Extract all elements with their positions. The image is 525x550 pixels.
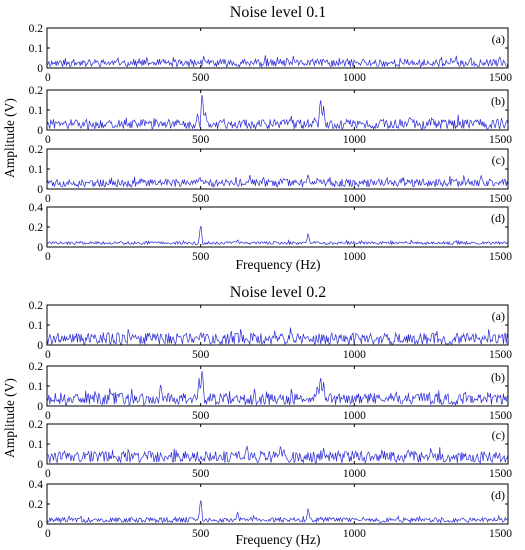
- panel-d: 0 0.2 0.4 0 500 1000 1500 (d): [29, 479, 513, 540]
- panel-a: 0 0.1 0.2 0 500 1000 1500 (a): [29, 300, 513, 361]
- y-tick-label: 0.4: [29, 202, 44, 214]
- y-tick-label: 0: [37, 401, 43, 413]
- y-tick-label: 0: [37, 125, 43, 137]
- x-tick-label: 500: [192, 72, 210, 84]
- y-tick-label: 0.1: [29, 105, 44, 117]
- x-axis-label: Frequency (Hz): [235, 532, 320, 547]
- y-tick-label: 0: [37, 459, 43, 471]
- x-tick-label: 1000: [343, 251, 366, 263]
- spectrum-line: [46, 370, 509, 407]
- x-tick-label: 1000: [343, 349, 366, 361]
- spectrum-line: [46, 327, 509, 346]
- spectrum-line: [46, 500, 509, 524]
- axes-box: [46, 27, 509, 69]
- y-tick-label: 0.2: [29, 85, 44, 97]
- panel-c: 0 0.1 0.2 0 500 1000 1500 (c): [29, 144, 513, 205]
- y-tick-label: 0.2: [29, 499, 44, 511]
- panel-label: (c): [492, 153, 505, 167]
- x-tick-label: 0: [45, 410, 51, 422]
- y-tick-label: 0.2: [29, 300, 44, 312]
- x-tick-label: 0: [45, 134, 51, 146]
- panel-label: (d): [491, 211, 505, 225]
- x-tick-label: 1000: [343, 410, 366, 422]
- x-tick-label: 0: [45, 72, 51, 84]
- chart-noise-level-0-2: Noise level 0.2 Amplitude (V) Frequency …: [2, 284, 512, 547]
- y-tick-label: 0.2: [29, 361, 44, 373]
- x-tick-label: 500: [192, 410, 210, 422]
- chart-title: Noise level 0.1: [230, 4, 326, 21]
- axes-box: [46, 89, 509, 131]
- y-tick-label: 0.1: [29, 320, 44, 332]
- x-tick-label: 0: [45, 251, 51, 263]
- x-tick-label: 500: [192, 251, 210, 263]
- x-tick-label: 0: [45, 528, 51, 540]
- x-tick-label: 1000: [343, 72, 366, 84]
- panel-label: (b): [491, 370, 505, 384]
- x-tick-label: 500: [192, 349, 210, 361]
- x-tick-label: 500: [192, 528, 210, 540]
- y-tick-label: 0.2: [29, 144, 44, 156]
- x-tick-label: 1500: [489, 528, 512, 540]
- y-tick-label: 0.2: [29, 419, 44, 431]
- y-tick-label: 0.1: [29, 381, 44, 393]
- x-tick-label: 0: [45, 193, 51, 205]
- x-tick-label: 1500: [489, 193, 512, 205]
- x-tick-label: 1500: [489, 134, 512, 146]
- panel-label: (a): [492, 32, 505, 46]
- x-tick-label: 0: [45, 349, 51, 361]
- panel-label: (a): [492, 309, 505, 323]
- x-tick-label: 1000: [343, 468, 366, 480]
- panel-d: 0 0.2 0.4 0 500 1000 1500 (d): [29, 202, 513, 263]
- panel-a: 0 0.1 0.2 0 500 1000 1500 (a): [29, 23, 513, 84]
- spectrum-line: [46, 445, 509, 465]
- y-tick-label: 0.1: [29, 43, 44, 55]
- y-axis-label: Amplitude (V): [2, 378, 17, 458]
- panel-c: 0 0.1 0.2 0 500 1000 1500 (c): [29, 419, 513, 480]
- y-tick-label: 0.1: [29, 439, 44, 451]
- x-tick-label: 1500: [489, 410, 512, 422]
- x-tick-label: 1000: [343, 193, 366, 205]
- x-tick-label: 500: [192, 468, 210, 480]
- y-axis-label: Amplitude (V): [2, 98, 17, 178]
- axes-box: [46, 206, 509, 248]
- y-tick-label: 0.2: [29, 222, 44, 234]
- panel-label: (d): [491, 488, 505, 502]
- x-tick-label: 500: [192, 134, 210, 146]
- x-tick-label: 500: [192, 193, 210, 205]
- panel-b: 0 0.1 0.2 0 500 1000 1500 (b): [29, 85, 513, 146]
- y-tick-label: 0: [37, 184, 43, 196]
- panel-b: 0 0.1 0.2 0 500 1000 1500 (b): [29, 361, 513, 422]
- x-tick-label: 1500: [489, 251, 512, 263]
- x-tick-label: 1500: [489, 468, 512, 480]
- panel-label: (c): [492, 428, 505, 442]
- x-tick-label: 1000: [343, 528, 366, 540]
- x-tick-label: 1500: [489, 349, 512, 361]
- spectrum-line: [46, 225, 509, 246]
- y-tick-label: 0: [37, 340, 43, 352]
- axes-box: [46, 483, 509, 525]
- axes-box: [46, 148, 509, 190]
- y-tick-label: 0: [37, 63, 43, 75]
- spectrum-line: [46, 94, 509, 131]
- chart-noise-level-0-1: Noise level 0.1 Amplitude (V) Frequency …: [2, 4, 512, 272]
- panels: 00.10.20 500 1000 1500(a)00.10.20 500 1000 150…: [29, 23, 513, 263]
- spectrum-line: [46, 55, 509, 69]
- y-tick-label: 0.4: [29, 479, 44, 491]
- spectrum-line: [46, 173, 509, 189]
- panels: 00.10.20 500 1000 1500(a)00.10.20 500 1000 150…: [29, 300, 513, 540]
- y-tick-label: 0: [37, 519, 43, 531]
- panel-label: (b): [491, 94, 505, 108]
- x-axis-label: Frequency (Hz): [235, 257, 320, 272]
- x-tick-label: 1500: [489, 72, 512, 84]
- chart-title: Noise level 0.2: [230, 284, 326, 301]
- y-tick-label: 0: [37, 242, 43, 254]
- y-tick-label: 0.1: [29, 164, 44, 176]
- x-tick-label: 0: [45, 468, 51, 480]
- x-tick-label: 1000: [343, 134, 366, 146]
- y-tick-label: 0.2: [29, 23, 44, 35]
